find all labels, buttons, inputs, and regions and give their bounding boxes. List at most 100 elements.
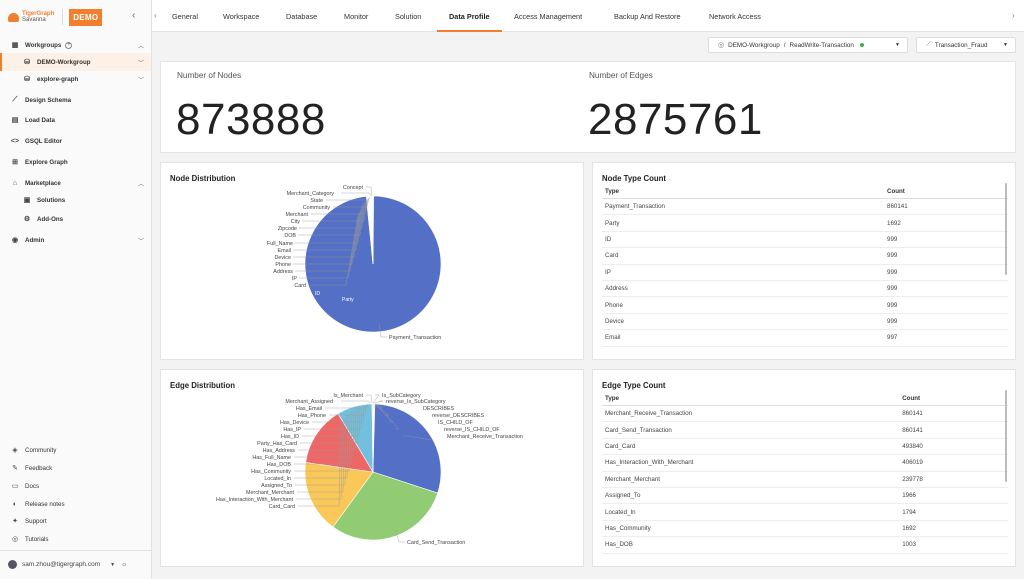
release-notes-icon: ◐ xyxy=(12,500,18,508)
sidebar-item-solutions[interactable]: ▣ Solutions xyxy=(0,191,151,209)
pie-slice-has-dob[interactable] xyxy=(372,403,376,473)
workgroups-label: Workgroups xyxy=(25,41,62,49)
pie-label: Has_Device xyxy=(280,420,309,426)
tab-workspace[interactable]: Workspace xyxy=(223,12,260,21)
pie-label: Assigned_To xyxy=(261,483,292,489)
cell-count: 493840 xyxy=(902,442,923,450)
sidebar-item-workgroups[interactable]: ▦ Workgroups + ︿ xyxy=(0,36,151,54)
tab-general[interactable]: General xyxy=(172,12,198,21)
cell-count: 997 xyxy=(887,334,898,342)
pie-label: Merchant_Assigned xyxy=(285,399,333,405)
admin-icon: ◉ xyxy=(11,237,19,244)
pie-label: DESCRIBES xyxy=(423,406,455,412)
chevron-down-icon[interactable]: ﹀ xyxy=(137,77,144,84)
sidebar-item-feedback[interactable]: ✎ Feedback xyxy=(0,459,151,477)
logo[interactable]: TigerGraph Savanna DEMO xyxy=(8,7,103,27)
cell-type: Merchant_Merchant xyxy=(605,475,661,483)
table-row: Card_Send_Transaction 860141 xyxy=(602,422,1008,439)
sidebar-item-tutorials[interactable]: ◎ Tutorials xyxy=(0,530,151,548)
pie-label: Merchant_Merchant xyxy=(246,490,294,496)
pie-label: Email xyxy=(278,248,291,254)
pie-label: Zipcode xyxy=(278,226,297,232)
chevron-up-icon[interactable]: ︿ xyxy=(137,43,144,50)
pie-label: City xyxy=(291,219,301,225)
nodes-label: Number of Nodes xyxy=(177,71,242,80)
pie-label: Party_Has_Card xyxy=(257,441,297,447)
graph-selector[interactable]: ⟋ Transaction_Fraud ▼ xyxy=(916,37,1016,53)
chevron-down-icon[interactable]: ﹀ xyxy=(137,60,144,67)
caret-down-icon[interactable]: ▼ xyxy=(110,561,116,568)
edge-distribution-chart: Is_Merchant Merchant_Assigned Has_Email … xyxy=(216,393,523,546)
cell-type: Card xyxy=(605,252,619,260)
tab-scroll-right-icon[interactable]: › xyxy=(1012,11,1015,20)
selected-workgroup: DEMO-Workgroup xyxy=(728,41,780,49)
cell-count: 999 xyxy=(887,252,898,260)
sidebar-item-explore-graph-nav[interactable]: ⊞ Explore Graph xyxy=(0,153,151,171)
tab-scroll-left-icon[interactable]: ‹ xyxy=(154,11,157,20)
sidebar-item-marketplace[interactable]: ⌂ Marketplace ︿ xyxy=(0,174,151,192)
cell-type: Merchant_Receive_Transaction xyxy=(605,410,693,418)
tab-monitor[interactable]: Monitor xyxy=(344,12,369,21)
caret-down-icon: ▼ xyxy=(1003,42,1008,48)
avatar xyxy=(8,560,17,569)
tab-solution[interactable]: Solution xyxy=(395,12,422,21)
pie-slice-state[interactable] xyxy=(372,195,374,265)
sidebar-item-gsql-editor[interactable]: <> GSQL Editor xyxy=(0,132,151,150)
sidebar-item-support[interactable]: ✦ Support xyxy=(0,512,151,530)
table-row: IP 999 xyxy=(602,265,1008,281)
cell-count: 1966 xyxy=(902,492,916,500)
column-header-type[interactable]: Type xyxy=(605,395,619,402)
sidebar-item-release-notes[interactable]: ◐ Release notes xyxy=(0,495,151,513)
logo-line2: Savanna xyxy=(22,17,46,23)
scrollbar[interactable] xyxy=(1005,390,1007,482)
chevron-down-icon[interactable]: ﹀ xyxy=(137,238,144,245)
node-distribution-chart: Concept Merchant_Category State Communit… xyxy=(267,185,442,341)
pie-slice-card-send-transaction[interactable] xyxy=(332,471,439,541)
cell-type: Device xyxy=(605,317,624,325)
sidebar-item-community[interactable]: ◈ Community xyxy=(0,441,151,459)
sidebar-item-load-data[interactable]: ▤ Load Data xyxy=(0,111,151,129)
chevron-up-icon[interactable]: ︿ xyxy=(137,181,144,188)
column-header-type[interactable]: Type xyxy=(605,188,619,195)
pie-label: Merchant_Category xyxy=(287,191,335,197)
sidebar-item-design-schema[interactable]: ⟋ Design Schema xyxy=(0,91,151,109)
sidebar-item-admin[interactable]: ◉ Admin ﹀ xyxy=(0,231,151,249)
table-row: Card 999 xyxy=(602,248,1008,265)
nav-label: GSQL Editor xyxy=(25,137,63,145)
tab-access-management[interactable]: Access Management xyxy=(514,12,583,21)
tab-backup-and-restore[interactable]: Backup And Restore xyxy=(614,12,681,21)
sidebar-item-add-ons[interactable]: ⚙ Add-Ons xyxy=(0,210,151,228)
explore-icon: ⊞ xyxy=(12,159,18,166)
stats-card: Number of Nodes 873888 Number of Edges 2… xyxy=(160,61,1016,153)
pie-label: Card_Card xyxy=(269,504,295,510)
pie-slice-merchant-receive-transaction[interactable] xyxy=(372,403,442,494)
cell-count: 1692 xyxy=(887,219,901,227)
column-header-count[interactable]: Count xyxy=(887,188,905,195)
sidebar-item-demo-workgroup[interactable]: ⛁ DEMO-Workgroup ﹀ xyxy=(0,53,151,71)
workgroups-icon: ▦ xyxy=(11,42,19,49)
cell-type: Payment_Transaction xyxy=(605,203,665,211)
node-type-count-card: Node Type Count Type Count Payment_Trans… xyxy=(592,162,1016,360)
pie-slice-payment-transaction[interactable] xyxy=(304,195,442,333)
tab-network-access[interactable]: Network Access xyxy=(709,12,761,21)
cell-type: Has_DOB xyxy=(605,541,633,549)
collapse-sidebar-icon[interactable]: ‹ xyxy=(132,10,136,21)
sidebar-item-docs[interactable]: ▭ Docs xyxy=(0,477,151,495)
add-workgroup-icon[interactable]: + xyxy=(65,41,73,49)
settings-icon[interactable]: ☼ xyxy=(121,561,128,568)
user-menu[interactable]: sam.zhou@tigergraph.com ▼ ☼ xyxy=(8,560,127,569)
column-header-count[interactable]: Count xyxy=(902,395,921,402)
table-row: Has_Community 1692 xyxy=(602,521,1008,538)
scrollbar[interactable] xyxy=(1005,183,1007,275)
nav-label: Load Data xyxy=(25,116,55,124)
workspace-selector[interactable]: ◎ DEMO-Workgroup / ReadWrite-Transaction… xyxy=(708,37,908,53)
cell-type: Assigned_To xyxy=(605,492,641,500)
cell-count: 239778 xyxy=(902,475,923,483)
tab-data-profile[interactable]: Data Profile xyxy=(437,0,502,32)
cell-count: 999 xyxy=(887,268,898,276)
feedback-icon: ✎ xyxy=(12,465,18,472)
workspace-icon: ◎ xyxy=(718,42,725,49)
nav-label: Support xyxy=(25,517,47,525)
sidebar-item-explore-graph[interactable]: ⛁ explore-graph ﹀ xyxy=(0,70,151,88)
tab-database[interactable]: Database xyxy=(286,12,318,21)
